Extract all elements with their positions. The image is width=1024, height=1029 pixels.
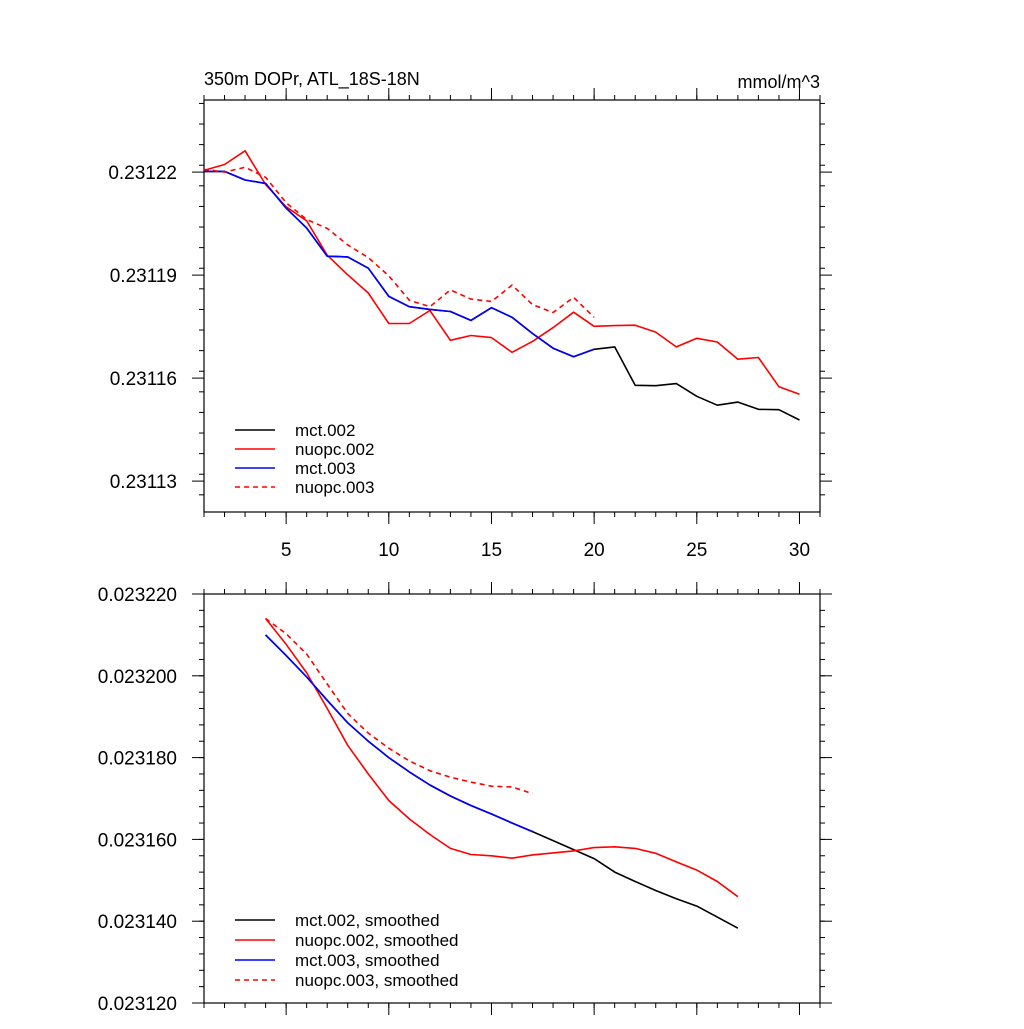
legend-label: mct.003 bbox=[295, 459, 355, 478]
y-tick-label: 0.023160 bbox=[98, 830, 177, 851]
series-line bbox=[204, 170, 800, 421]
x-tick-label: 20 bbox=[584, 540, 605, 561]
series-line bbox=[265, 634, 739, 929]
series-line bbox=[264, 618, 739, 898]
x-tick-label: 5 bbox=[281, 540, 292, 561]
legend-label: mct.002 bbox=[295, 421, 355, 440]
x-tick-label: 30 bbox=[789, 540, 810, 561]
x-tick-label: 25 bbox=[686, 540, 707, 561]
y-tick-label: 0.023220 bbox=[98, 585, 177, 606]
series-line bbox=[203, 166, 595, 318]
legend-label: mct.002, smoothed bbox=[295, 911, 440, 930]
top-panel: 350m DOPr, ATL_18S-18N mmol/m^3 5 10 15 20 2… bbox=[108, 69, 832, 561]
series-line bbox=[265, 617, 533, 795]
legend-label: nuopc.003, smoothed bbox=[295, 971, 459, 990]
y-tick-label: 0.23113 bbox=[110, 472, 177, 493]
y-tick-label: 0.23119 bbox=[110, 266, 177, 287]
y-tick-label: 0.23122 bbox=[108, 163, 177, 184]
y-tick-label: 0.023120 bbox=[98, 994, 177, 1015]
y-tick-label: 0.023200 bbox=[98, 667, 177, 688]
legend-label: nuopc.002 bbox=[295, 440, 374, 459]
x-tick-label: 10 bbox=[378, 540, 399, 561]
bottom-panel: 0.023220 0.023200 0.023180 0.023160 0.023140… bbox=[98, 582, 832, 1015]
legend-label: nuopc.003 bbox=[295, 478, 374, 497]
y-tick-label: 0.023140 bbox=[98, 912, 177, 933]
series-line bbox=[204, 170, 595, 358]
legend-label: mct.003, smoothed bbox=[295, 951, 440, 970]
legend-label: nuopc.002, smoothed bbox=[295, 931, 459, 950]
y-tick-label: 0.023180 bbox=[98, 749, 177, 770]
x-tick-label: 15 bbox=[481, 540, 502, 561]
y-tick-label: 0.23116 bbox=[110, 369, 177, 390]
series-line bbox=[265, 634, 533, 833]
series-line bbox=[203, 150, 800, 395]
chart-title: 350m DOPr, ATL_18S-18N bbox=[204, 69, 420, 90]
units-label: mmol/m^3 bbox=[738, 72, 820, 92]
